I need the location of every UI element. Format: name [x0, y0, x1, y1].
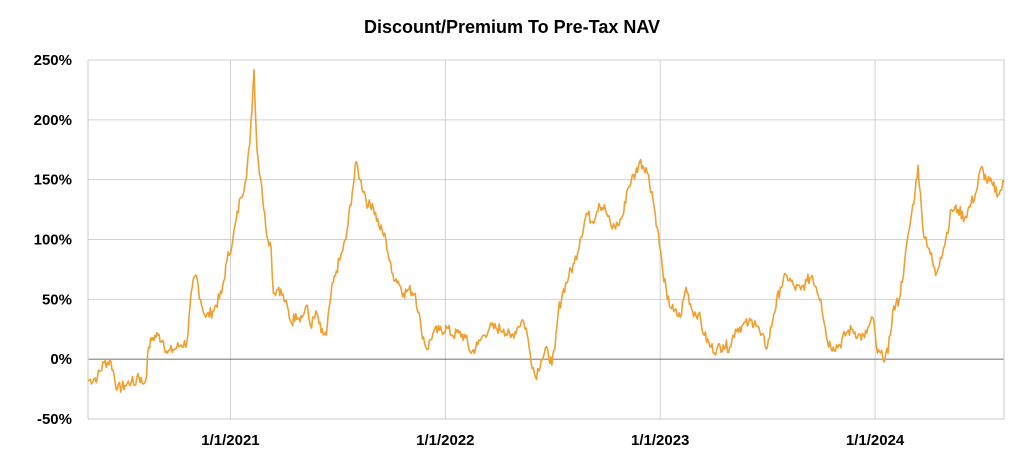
series-line — [87, 68, 1005, 393]
y-tick-label: 200% — [34, 112, 72, 129]
y-axis-tick-labels: -50% 0% 50% 100% 150% 200% 250% — [34, 52, 72, 428]
x-tick-label: 1/1/2024 — [846, 432, 905, 449]
y-tick-label: -50% — [37, 411, 72, 428]
plot-frame — [87, 60, 1005, 420]
chart-title: Discount/Premium To Pre-Tax NAV — [363, 17, 661, 37]
y-tick-label: 100% — [34, 232, 72, 249]
x-tick-label: 1/1/2022 — [416, 432, 474, 449]
gridlines — [88, 59, 1004, 420]
x-axis-tick-labels: 1/1/2021 1/1/2022 1/1/2023 1/1/2024 — [201, 432, 905, 449]
y-tick-label: 150% — [34, 172, 72, 189]
x-tick-label: 1/1/2021 — [201, 432, 259, 449]
x-tick-label: 1/1/2023 — [631, 432, 689, 449]
y-tick-label: 250% — [34, 52, 72, 69]
series-lines — [87, 68, 1005, 393]
y-tick-label: 0% — [50, 351, 72, 368]
y-tick-label: 50% — [42, 291, 72, 308]
